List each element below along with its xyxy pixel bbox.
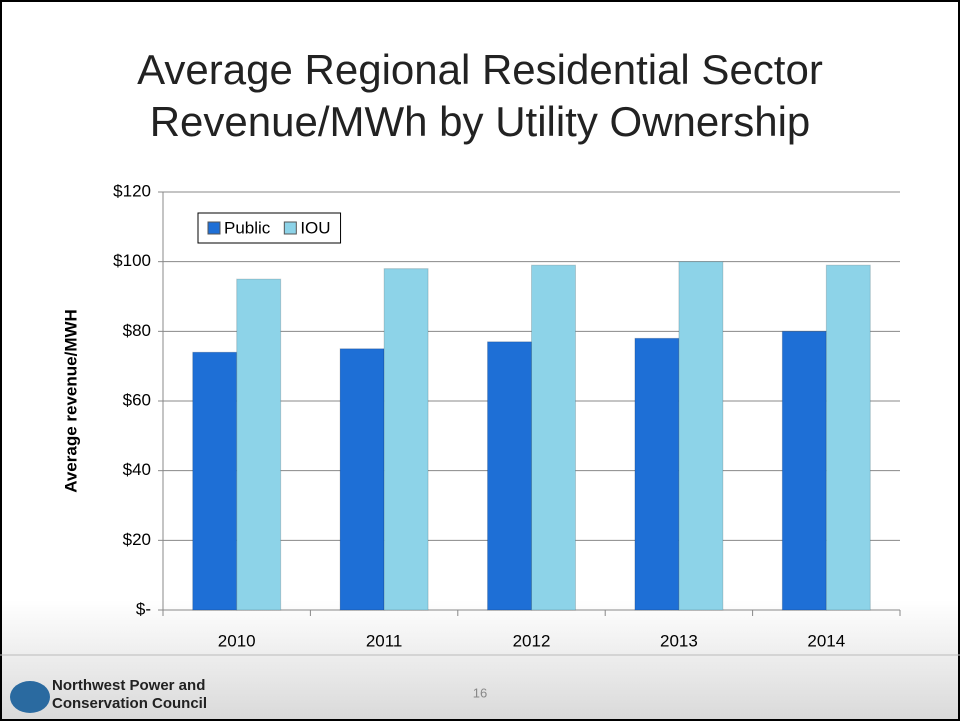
bar [487, 341, 532, 611]
y-tick-label: $80 [123, 321, 151, 340]
footer-band [0, 600, 960, 721]
bar [781, 330, 827, 611]
bar [339, 348, 385, 611]
bar [192, 351, 238, 611]
x-tick-label: 2014 [807, 631, 845, 650]
legend-label: Public [224, 218, 271, 237]
x-tick-label: 2010 [218, 631, 256, 650]
legend [197, 212, 342, 244]
y-tick-label: $100 [113, 251, 151, 270]
x-tick-label: 2013 [660, 631, 698, 650]
x-tick-label: 2012 [513, 631, 551, 650]
y-axis-label: Average revenue/MWH [61, 309, 80, 493]
legend-label: IOU [300, 218, 330, 237]
logo-icon [10, 681, 50, 713]
footer-org: Conservation Council [52, 695, 207, 712]
y-tick-label: $40 [123, 460, 151, 479]
bar [531, 264, 576, 611]
x-tick-label: 2011 [366, 631, 403, 650]
bar [634, 337, 680, 611]
bar [236, 278, 282, 611]
legend-swatch [207, 221, 221, 235]
bar [825, 264, 871, 611]
chart-title: Average Regional Residential Sector Reve… [137, 46, 823, 145]
y-tick-label: $- [136, 599, 151, 618]
bar [678, 261, 724, 611]
page-number: 16 [473, 685, 487, 700]
y-tick-label: $60 [123, 390, 151, 409]
y-tick-label: $20 [123, 530, 151, 549]
footer-org: Northwest Power and [52, 677, 205, 694]
bar [383, 268, 429, 611]
legend-swatch [283, 221, 297, 235]
y-tick-label: $120 [113, 181, 151, 200]
